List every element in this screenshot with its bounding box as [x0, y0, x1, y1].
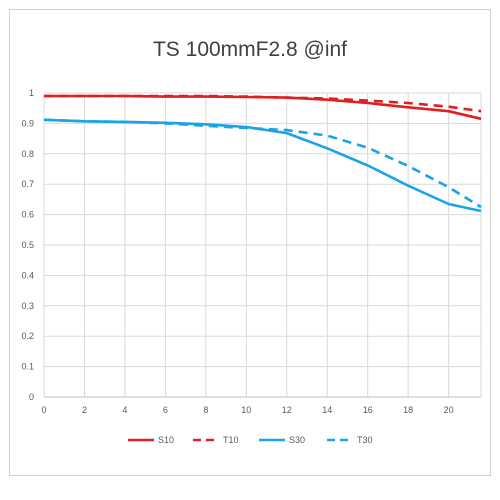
x-tick-label: 20: [444, 405, 454, 415]
legend-label-t30: T30: [357, 435, 373, 445]
series-line-t30: [43, 118, 482, 209]
y-tick-label: 0.3: [21, 301, 34, 311]
x-tick-label: 6: [163, 405, 168, 415]
y-tick-label: 0: [29, 392, 34, 402]
x-tick-label: 4: [122, 405, 127, 415]
y-tick-label: 0.1: [21, 362, 34, 372]
series-line-s10: [44, 94, 482, 121]
x-tick-label: 12: [282, 405, 292, 415]
y-tick-label: 0.6: [21, 210, 34, 220]
y-tick-label: 1: [29, 88, 34, 98]
x-tick-label: 0: [41, 405, 46, 415]
series-layer: [43, 94, 482, 213]
y-tick-label: 0.8: [21, 149, 34, 159]
tick-labels: 00.10.20.30.40.50.60.70.80.910 2 4 6 8 10 12 14…: [21, 88, 453, 415]
y-tick-label: 0.2: [21, 331, 34, 341]
x-tick-label: 10: [241, 405, 251, 415]
legend: S10 T10 S30 T30: [128, 435, 373, 445]
x-tick-label: 16: [363, 405, 373, 415]
y-tick-label: 0.9: [21, 118, 34, 128]
chart-title: TS 100mmF2.8 @inf: [152, 38, 348, 61]
y-tick-label: 0.5: [21, 240, 34, 250]
x-tick-label: 8: [203, 405, 208, 415]
y-tick-label: 0.7: [21, 179, 34, 189]
legend-label-s30: S30: [289, 435, 305, 445]
grid-layer: [43, 92, 482, 397]
chart-frame: [9, 9, 491, 476]
x-tick-label: 14: [322, 405, 332, 415]
x-tick-label: 2: [82, 405, 87, 415]
legend-label-s10: S10: [158, 435, 174, 445]
y-tick-label: 0.4: [21, 270, 34, 280]
series-line-s30: [43, 118, 482, 213]
legend-label-t10: T10: [223, 435, 239, 445]
x-tick-label: 18: [403, 405, 413, 415]
